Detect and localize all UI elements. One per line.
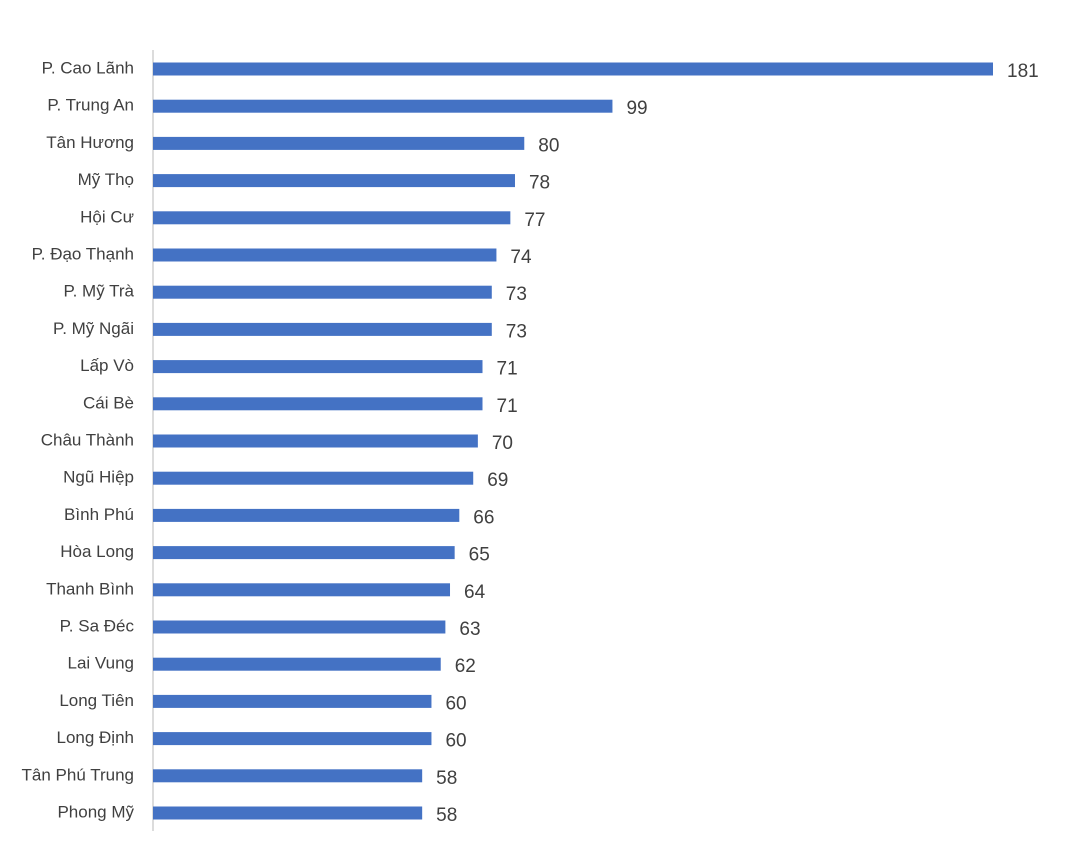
category-label: Thanh Bình <box>46 579 134 598</box>
value-label: 64 <box>464 582 486 603</box>
value-label: 181 <box>1007 61 1039 82</box>
value-label: 70 <box>492 433 513 454</box>
value-label: 73 <box>506 321 527 342</box>
bar <box>153 136 525 150</box>
bar <box>153 806 423 820</box>
category-label: P. Đạo Thạnh <box>32 244 134 263</box>
category-label: Bình Phú <box>64 505 134 524</box>
value-label: 71 <box>497 359 518 380</box>
category-label: Long Định <box>56 728 134 747</box>
value-label: 73 <box>506 284 527 305</box>
category-label: Hòa Long <box>60 542 134 561</box>
bar <box>153 99 613 113</box>
value-label: 58 <box>436 768 457 789</box>
bar <box>153 694 432 708</box>
value-label: 99 <box>626 98 647 119</box>
value-label: 65 <box>469 545 490 566</box>
bar <box>153 360 483 374</box>
bar <box>153 248 497 262</box>
category-label: Tân Phú Trung <box>22 765 134 784</box>
category-label: Hội Cư <box>80 207 134 226</box>
category-label: Tân Hương <box>46 133 134 152</box>
category-label: Lai Vung <box>68 654 134 673</box>
value-label: 60 <box>445 731 466 752</box>
category-label: Châu Thành <box>41 430 134 449</box>
bar <box>153 211 511 225</box>
category-label: P. Mỹ Trà <box>63 282 134 301</box>
category-label: Lấp Vò <box>80 356 134 375</box>
category-label: Long Tiên <box>59 691 134 710</box>
category-label: Cái Bè <box>83 393 134 412</box>
category-label: P. Cao Lãnh <box>42 58 134 77</box>
category-label: Ngũ Hiệp <box>63 468 134 487</box>
value-label: 80 <box>538 135 559 156</box>
category-label: P. Mỹ Ngãi <box>53 319 134 338</box>
bar <box>153 471 474 485</box>
value-label: 66 <box>473 507 494 528</box>
bar <box>153 508 460 522</box>
category-label: Mỹ Thọ <box>78 170 134 189</box>
bar <box>153 732 432 746</box>
bar <box>153 546 455 560</box>
category-label: Phong Mỹ <box>57 802 134 821</box>
bar <box>153 174 515 188</box>
value-label: 77 <box>524 210 545 231</box>
value-label: 62 <box>455 656 476 677</box>
category-label: P. Trung An <box>47 96 134 115</box>
value-label: 74 <box>510 247 532 268</box>
value-label: 71 <box>497 396 518 417</box>
value-label: 69 <box>487 470 508 491</box>
bar <box>153 769 423 783</box>
bar <box>153 620 446 634</box>
value-label: 60 <box>445 693 466 714</box>
bar <box>153 397 483 411</box>
value-label: 63 <box>459 619 480 640</box>
category-label: P. Sa Đéc <box>60 616 135 635</box>
bar <box>153 62 993 76</box>
value-label: 58 <box>436 805 457 826</box>
bar <box>153 434 478 448</box>
bar <box>153 657 441 671</box>
bar <box>153 322 492 336</box>
bar <box>153 285 492 299</box>
value-label: 78 <box>529 173 550 194</box>
bar <box>153 583 451 597</box>
